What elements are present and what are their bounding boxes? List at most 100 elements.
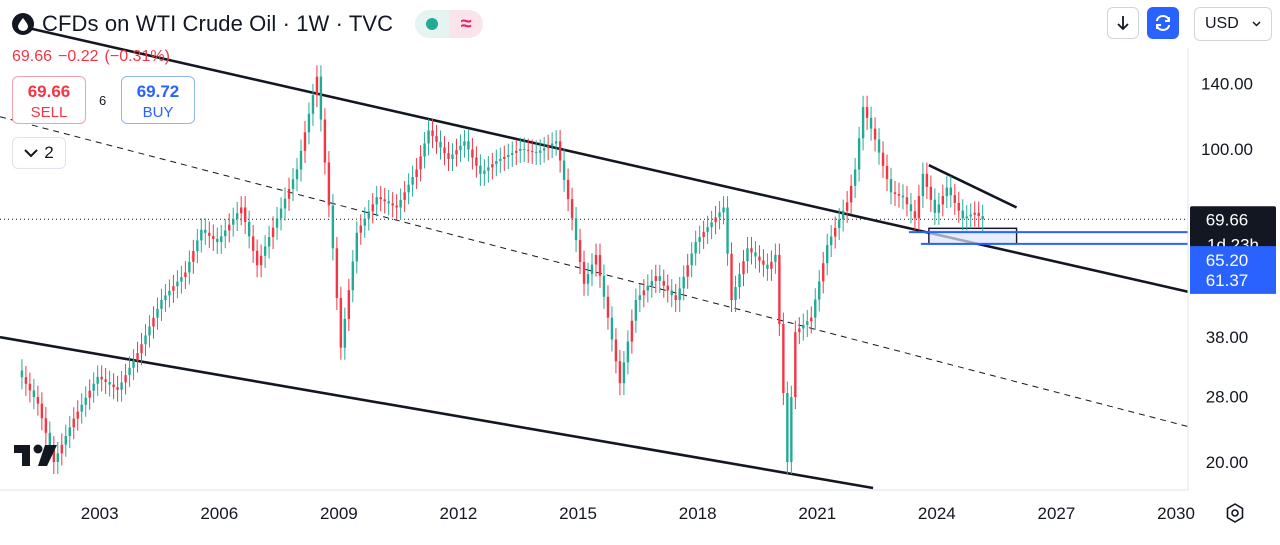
candle-body [363, 218, 366, 226]
time-tick-label: 2027 [1038, 504, 1076, 523]
candle-body [853, 169, 857, 186]
time-tick-label: 2015 [559, 504, 597, 523]
time-tick-label: 2009 [320, 504, 358, 523]
time-tick-label: 2018 [679, 504, 717, 523]
candle-body [957, 202, 960, 211]
candle-body [909, 204, 913, 212]
candle-body [487, 167, 490, 171]
candle-body [837, 219, 841, 228]
currency-select[interactable]: USD [1194, 7, 1272, 41]
candle-body [271, 227, 275, 238]
candle-body [925, 173, 929, 187]
candle-body [706, 227, 709, 233]
candle-body [411, 177, 414, 185]
candle-body [507, 154, 510, 157]
candle-body [534, 151, 538, 153]
candle-body [216, 238, 219, 242]
gear-icon[interactable] [1222, 500, 1248, 526]
time-tick-label: 2024 [918, 504, 956, 523]
candle-body [160, 299, 163, 309]
candle-body [184, 272, 187, 278]
candle-body [531, 150, 534, 152]
candle-body [180, 277, 183, 282]
currency-value: USD [1205, 15, 1239, 32]
candle-body [582, 261, 586, 284]
candle-body [822, 263, 825, 282]
candle-body [515, 150, 518, 153]
candle-body [949, 187, 952, 196]
support-zone-box[interactable] [928, 227, 1018, 245]
candle-body [24, 377, 28, 384]
candle-body [973, 212, 976, 215]
candle-body [722, 207, 725, 213]
tradingview-logo[interactable] [14, 444, 60, 473]
candle-body [694, 241, 697, 254]
candle-body [527, 149, 530, 151]
candle-body [192, 251, 195, 262]
market-status-pill[interactable]: ≈ [415, 10, 484, 38]
candle-body [981, 216, 984, 220]
indicators-collapse-button[interactable]: 2 [12, 137, 66, 169]
candle-body [315, 76, 319, 96]
candle-body [550, 143, 554, 146]
candle-body [762, 260, 765, 265]
price-series [20, 65, 984, 475]
candle-body [921, 173, 925, 197]
candle-body [435, 136, 438, 142]
candle-body [467, 141, 470, 150]
candle-body [447, 153, 450, 159]
buy-button[interactable]: 69.72 BUY [121, 76, 195, 124]
candle-body [678, 288, 681, 300]
candle-body [212, 235, 215, 239]
candle-body [877, 139, 881, 153]
candle-body [164, 295, 167, 300]
sync-button[interactable] [1147, 7, 1179, 39]
candle-body [152, 317, 155, 327]
candle-body [929, 186, 933, 200]
time-tick-label: 2003 [81, 504, 119, 523]
trendline-4[interactable] [928, 163, 1018, 209]
candle-body [355, 232, 358, 262]
candle-body [112, 384, 115, 388]
candle-body [961, 210, 964, 219]
trendline-1[interactable] [19, 24, 1189, 293]
price-tick-label: 38.00 [1206, 328, 1249, 347]
symbol-title[interactable]: CFDs on WTI Crude Oil · 1W · TVC [42, 11, 394, 36]
candle-body [538, 150, 542, 153]
candle-body [833, 227, 837, 237]
candle-body [20, 370, 24, 378]
candle-body [965, 216, 968, 219]
sell-label: SELL [30, 104, 68, 121]
candle-body [80, 404, 83, 412]
trendline-3[interactable] [0, 116, 1189, 428]
candle-body [335, 248, 339, 298]
candle-body [913, 211, 917, 219]
download-button[interactable] [1107, 7, 1139, 39]
candle-body [299, 150, 303, 170]
candle-body [630, 320, 634, 342]
candle-body [443, 147, 446, 154]
trendline-2[interactable] [0, 335, 874, 490]
chevron-down-icon [24, 148, 38, 157]
candle-body [279, 208, 283, 219]
candle-body [232, 218, 235, 225]
candle-body [475, 157, 478, 166]
candle-body [52, 447, 56, 463]
candle-body [40, 403, 44, 419]
chart-header: CFDs on WTI Crude Oil · 1W · TVC ≈ [12, 10, 484, 38]
candle-body [144, 335, 147, 345]
time-tick-label: 2006 [200, 504, 238, 523]
candle-body [399, 199, 402, 208]
sell-button[interactable]: 69.66 SELL [12, 76, 86, 124]
candle-body [690, 253, 693, 266]
candle-body [977, 212, 980, 217]
candle-body [247, 221, 251, 237]
candle-body [917, 196, 921, 219]
candle-body [622, 362, 626, 384]
candle-body [259, 255, 263, 266]
level-marker-2-label: 61.37 [1206, 271, 1249, 290]
time-tick-label: 2030 [1157, 504, 1195, 523]
candle-body [845, 202, 849, 211]
